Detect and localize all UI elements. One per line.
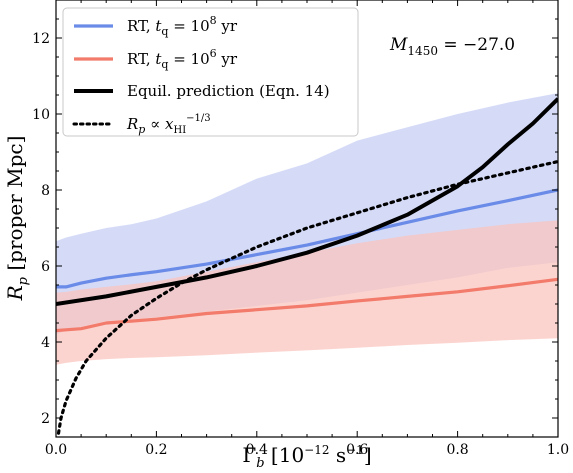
legend-label-rt-1e6: RT, tq = 106 yr (127, 47, 238, 71)
y-tick-label: 2 (41, 411, 50, 427)
legend-label-rt-1e8: RT, tq = 108 yr (127, 14, 238, 38)
line-series-2 (56, 97, 558, 306)
magnitude-annotation: M1450 = −27.0 (389, 35, 515, 58)
x-tick-label: 0.6 (346, 442, 368, 458)
line-series-0 (56, 188, 558, 289)
line-series-1 (56, 277, 558, 333)
legend-box (62, 7, 359, 137)
line-series-3 (56, 159, 558, 435)
band-series-1 (56, 220, 558, 365)
y-axis-label: Rp [proper Mpc] (3, 136, 31, 302)
y-tick-label: 4 (41, 335, 50, 351)
series-lines (56, 97, 558, 435)
y-tick-label: 12 (32, 31, 50, 47)
legend-label-equil: Equil. prediction (Eqn. 14) (127, 82, 330, 100)
y-tick-label: 6 (41, 259, 50, 275)
x-tick-label: 1.0 (547, 442, 569, 458)
axis-ticks (55, 0, 559, 438)
axis-tick-labels: 0.0 0.2 0.4 0.6 0.8 1.0 2 4 6 8 10 12 (32, 31, 569, 458)
x-tick-label: 0.0 (45, 442, 67, 458)
y-tick-label: 8 (41, 183, 50, 199)
confidence-bands (56, 93, 558, 365)
legend: RT, tq = 108 yr RT, tq = 106 yr Equil. p… (62, 7, 359, 137)
x-tick-label: 0.8 (446, 442, 468, 458)
x-tick-label: 0.4 (246, 442, 268, 458)
legend-label-power-law: Rp ∝ xHI−1/3 (126, 113, 211, 136)
y-tick-label: 10 (32, 107, 50, 123)
x-tick-label: 0.2 (145, 442, 167, 458)
